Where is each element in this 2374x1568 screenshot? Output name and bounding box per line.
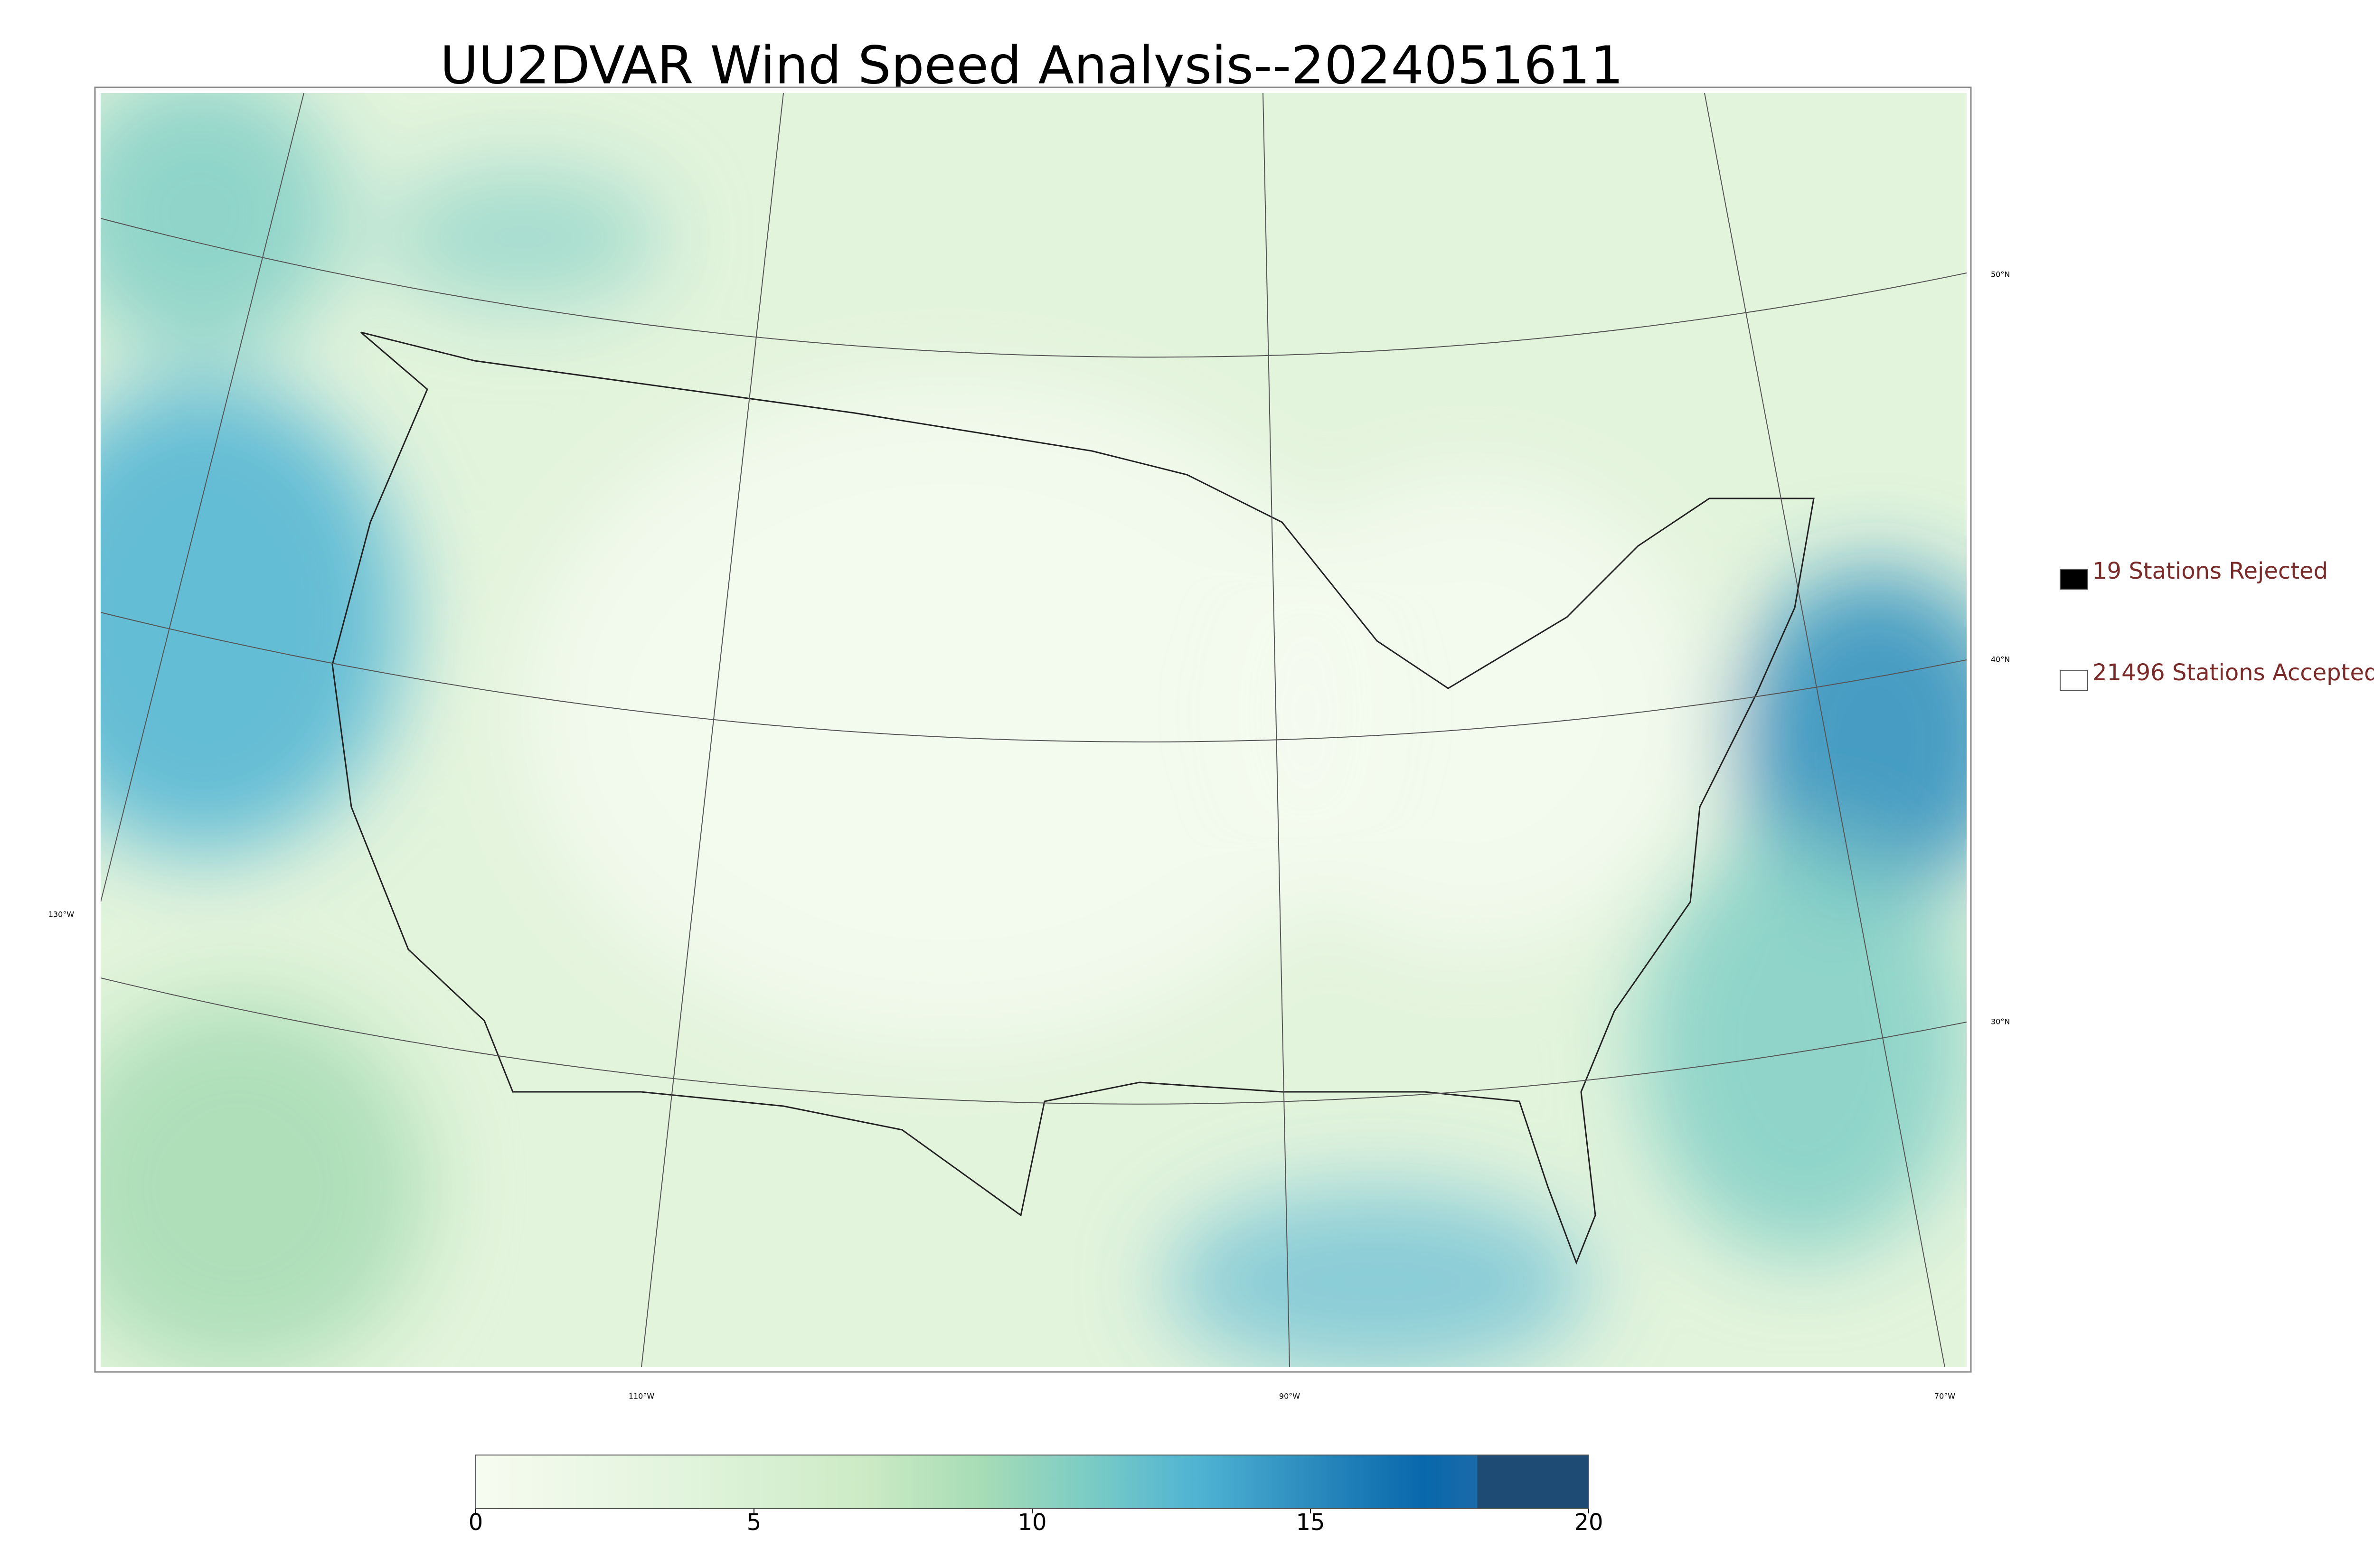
colorbar-tick-label: 0 [469,1509,483,1536]
legend-label: 19 Stations Rejected [2092,558,2328,584]
graticule [101,93,1967,1367]
legend-label: 21496 Stations Accepted [2092,659,2374,686]
latitude-label: 40°N [1991,655,2010,664]
longitude-labels: 130°W 110°W 90°W 70°W [48,910,1955,1401]
colorbar-tick-label: 20 [1574,1509,1603,1536]
longitude-label: 70°W [1934,1392,1955,1401]
colorbar-tick-label: 10 [1017,1509,1046,1536]
colorbar: 0 5 10 15 20 [469,1455,1603,1536]
coastline [331,331,1815,1265]
latitude-labels: 50°N 40°N 30°N [1991,270,2010,1026]
legend-swatch [2060,670,2088,691]
colorbar-tick-label: 15 [1296,1509,1325,1536]
colorbar-tick-label: 5 [747,1509,762,1536]
latitude-label: 30°N [1991,1017,2010,1026]
legend-swatch [2060,569,2088,590]
map [101,93,1967,1367]
longitude-label: 90°W [1279,1392,1300,1401]
latitude-label: 50°N [1991,270,2010,279]
longitude-label: 110°W [629,1392,655,1401]
wind-field [101,93,1967,1367]
longitude-label: 130°W [48,910,75,919]
title: UU2DVAR Wind Speed Analysis--2024051611 [440,35,1623,95]
colorbar-scale [475,1455,1589,1509]
legend: 19 Stations Rejected 21496 Stations Accep… [2060,558,2374,691]
